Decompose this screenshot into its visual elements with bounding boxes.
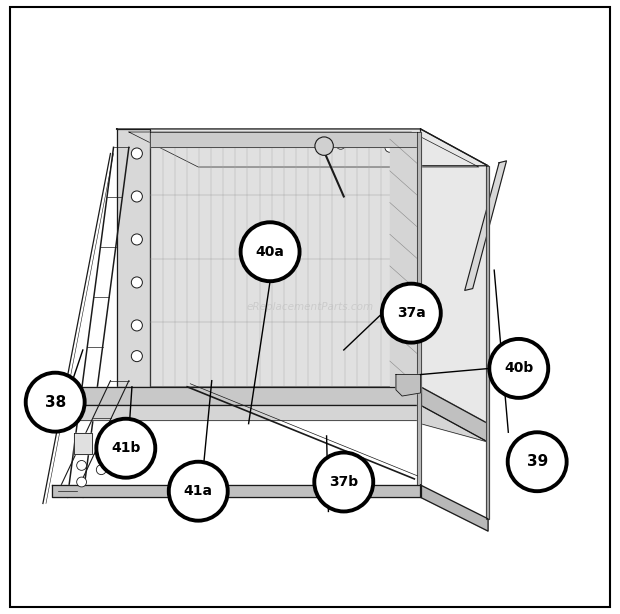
Polygon shape: [52, 485, 420, 497]
Text: 37a: 37a: [397, 306, 426, 320]
Text: 37b: 37b: [329, 475, 358, 489]
Polygon shape: [485, 166, 489, 519]
Circle shape: [336, 139, 345, 149]
Polygon shape: [420, 387, 488, 442]
Polygon shape: [417, 132, 420, 485]
Text: 40b: 40b: [504, 362, 533, 375]
Polygon shape: [420, 485, 488, 531]
Circle shape: [131, 234, 143, 245]
Circle shape: [489, 339, 548, 398]
Circle shape: [25, 373, 85, 432]
Text: 40a: 40a: [255, 245, 285, 258]
Circle shape: [131, 351, 143, 362]
Text: eReplacementParts.com: eReplacementParts.com: [246, 302, 374, 312]
Text: 41b: 41b: [111, 441, 141, 455]
Polygon shape: [117, 129, 488, 166]
Circle shape: [169, 462, 228, 521]
Text: 39: 39: [526, 454, 548, 469]
Polygon shape: [151, 132, 417, 386]
Circle shape: [213, 135, 223, 145]
Circle shape: [96, 465, 106, 475]
Polygon shape: [68, 387, 420, 405]
Circle shape: [385, 142, 395, 152]
Circle shape: [131, 277, 143, 288]
Circle shape: [508, 432, 567, 491]
Circle shape: [77, 477, 87, 487]
Polygon shape: [68, 405, 488, 442]
Circle shape: [241, 222, 299, 281]
Polygon shape: [151, 132, 417, 147]
Polygon shape: [465, 161, 507, 290]
Polygon shape: [420, 129, 488, 424]
Text: 41a: 41a: [184, 484, 213, 498]
Polygon shape: [396, 375, 420, 396]
Polygon shape: [390, 132, 417, 386]
Circle shape: [131, 148, 143, 159]
Circle shape: [382, 284, 441, 343]
Text: 38: 38: [45, 395, 66, 410]
Circle shape: [314, 453, 373, 511]
Circle shape: [315, 137, 334, 155]
Circle shape: [77, 460, 87, 470]
Polygon shape: [74, 433, 92, 454]
Circle shape: [262, 135, 272, 145]
Polygon shape: [117, 129, 151, 387]
Circle shape: [96, 419, 155, 478]
Circle shape: [131, 320, 143, 331]
Circle shape: [131, 191, 143, 202]
